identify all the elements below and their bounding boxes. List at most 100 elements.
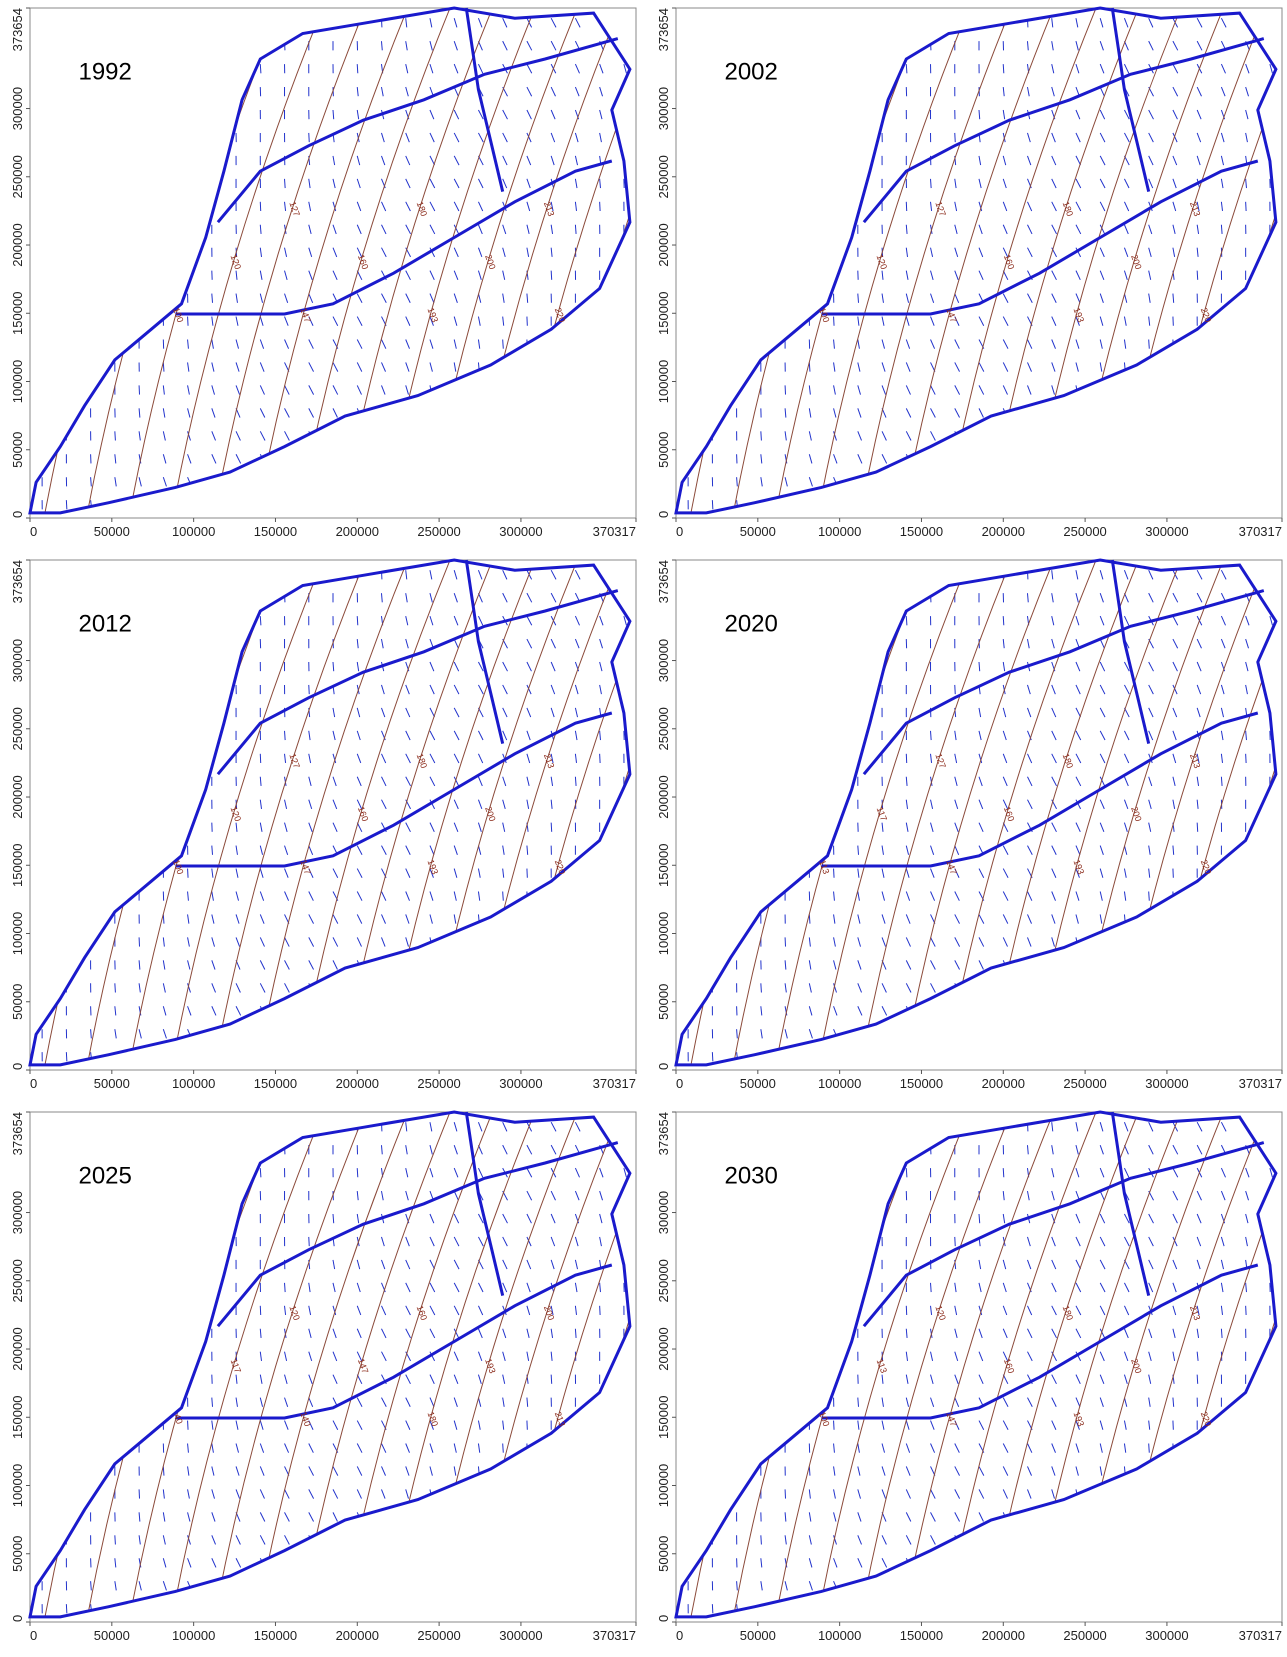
contour-label: 180 xyxy=(415,752,430,770)
flow-arrow xyxy=(478,225,482,234)
contour-line xyxy=(509,550,667,1080)
flow-arrow xyxy=(1076,202,1081,211)
flow-arrow xyxy=(309,800,312,809)
flow-arrow xyxy=(115,1237,119,1246)
flow-arrow xyxy=(139,685,142,694)
river xyxy=(218,39,618,223)
flow-arrow xyxy=(1052,385,1055,394)
flow-arrow xyxy=(575,1237,578,1246)
y-tick-label: 250000 xyxy=(656,1259,671,1302)
y-tick-label: 300000 xyxy=(10,1191,25,1234)
flow-arrow xyxy=(115,1006,116,1015)
flow-arrow xyxy=(139,64,143,73)
flow-arrow xyxy=(1124,754,1128,763)
flow-arrow xyxy=(575,685,578,694)
flow-arrow xyxy=(551,983,552,992)
contour-label: 220 xyxy=(553,306,568,324)
flow-arrow xyxy=(834,179,835,188)
flow-arrow xyxy=(115,570,120,579)
flow-arrow xyxy=(1221,477,1224,486)
flow-arrow xyxy=(42,869,44,878)
flow-arrow xyxy=(42,294,45,303)
flow-arrow xyxy=(212,1006,216,1015)
flow-arrow xyxy=(1076,983,1077,992)
flow-arrow xyxy=(333,869,338,878)
flow-arrow xyxy=(882,1558,887,1567)
flow-arrow xyxy=(42,800,46,809)
flow-arrow xyxy=(333,937,338,946)
flow-arrow xyxy=(809,1191,812,1200)
flow-arrow xyxy=(600,1489,601,1498)
flow-arrow xyxy=(381,892,385,901)
flow-arrow xyxy=(503,662,508,671)
flow-arrow xyxy=(42,823,45,832)
flow-arrow xyxy=(42,937,43,946)
flow-arrow xyxy=(66,248,69,257)
flow-arrow xyxy=(285,500,289,509)
flow-arrow xyxy=(91,317,92,326)
flow-arrow xyxy=(430,294,434,303)
flow-arrow xyxy=(834,1444,835,1453)
flow-arrow xyxy=(357,110,358,119)
flow-arrow xyxy=(1027,846,1032,855)
flow-arrow xyxy=(1052,1122,1053,1131)
flow-arrow xyxy=(163,914,164,923)
flow-arrow xyxy=(931,454,936,463)
x-tick-label: 100000 xyxy=(172,1628,215,1643)
flow-arrow xyxy=(600,1052,604,1061)
flow-arrow xyxy=(527,1029,528,1038)
contour-label: 100 xyxy=(817,306,832,324)
flow-arrow xyxy=(809,1122,814,1131)
flow-arrow xyxy=(260,1375,262,1384)
flow-arrow xyxy=(309,777,311,786)
flow-arrow xyxy=(430,110,434,119)
flow-arrow xyxy=(357,385,361,394)
river xyxy=(864,1143,1264,1327)
flow-arrow xyxy=(1197,570,1202,579)
flow-arrow xyxy=(454,1214,458,1223)
flow-arrow xyxy=(1027,960,1030,969)
flow-arrow xyxy=(575,1489,576,1498)
flow-arrow xyxy=(139,1214,143,1223)
flow-arrow xyxy=(761,248,762,257)
flow-arrow xyxy=(1100,1260,1105,1269)
flow-arrow xyxy=(1124,317,1126,326)
flow-arrow xyxy=(139,1029,141,1038)
flow-arrow xyxy=(115,1029,116,1038)
flow-arrow xyxy=(236,87,237,96)
flow-arrow xyxy=(430,823,434,832)
flow-arrow xyxy=(503,225,506,234)
flow-arrow xyxy=(260,248,261,257)
y-tick-label: 150000 xyxy=(656,292,671,335)
flow-arrow xyxy=(406,983,408,992)
flow-arrow xyxy=(260,225,261,234)
flow-arrow xyxy=(1246,110,1248,119)
flow-arrow xyxy=(1270,1145,1273,1154)
flow-arrow xyxy=(1027,454,1029,463)
flow-arrow xyxy=(309,960,314,969)
flow-arrow xyxy=(785,662,789,671)
flow-arrow xyxy=(163,179,164,188)
flow-arrow xyxy=(979,362,984,371)
flow-arrow xyxy=(1173,616,1178,625)
flow-arrow xyxy=(761,454,762,463)
flow-arrow xyxy=(688,731,693,740)
flow-arrow xyxy=(66,1283,70,1292)
flow-arrow xyxy=(785,983,786,992)
flow-arrow xyxy=(163,431,165,440)
flow-arrow xyxy=(979,937,984,946)
flow-arrow xyxy=(236,892,238,901)
flow-arrow xyxy=(1052,1512,1054,1521)
flow-arrow xyxy=(624,408,627,417)
flow-arrow xyxy=(785,1260,788,1269)
flow-arrow xyxy=(600,639,603,648)
flow-arrow xyxy=(882,1489,886,1498)
flow-arrow xyxy=(1270,1489,1272,1498)
flow-arrow xyxy=(333,317,338,326)
contour-label: 160 xyxy=(1002,1357,1017,1375)
flow-arrow xyxy=(624,133,625,142)
flow-arrow xyxy=(1124,18,1128,27)
flow-arrow xyxy=(1027,385,1031,394)
flow-arrow xyxy=(882,570,884,579)
flow-arrow xyxy=(1173,708,1177,717)
